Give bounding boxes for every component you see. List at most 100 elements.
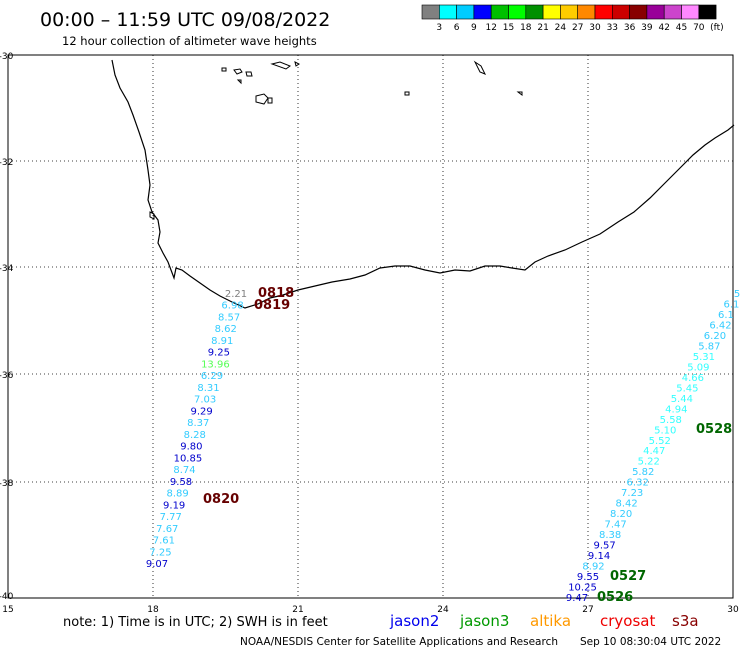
colorbar-swatch [629, 4, 648, 20]
colorbar-swatch [560, 4, 579, 20]
colorbar-swatch [525, 4, 544, 20]
colorbar-label: 33 [607, 23, 618, 33]
lat-label: -36 [0, 371, 14, 381]
colorbar-label: 9 [471, 23, 477, 33]
footnote: note: 1) Time is in UTC; 2) SWH is in fe… [63, 615, 328, 630]
swh-value: 5 [734, 289, 740, 300]
colorbar-swatch [542, 4, 561, 20]
colorbar-label: 70 [693, 23, 705, 33]
swh-value: 6.1 [718, 310, 734, 321]
pass-time-label: 0527 [610, 569, 646, 584]
swh-value: 13.96 [201, 359, 230, 370]
colorbar-swatch [577, 4, 596, 20]
colorbar-label: 3 [436, 23, 442, 33]
swh-value: 9.58 [170, 477, 192, 488]
swh-value: 7.25 [149, 547, 171, 558]
swh-value: 6.20 [704, 331, 726, 342]
colorbar-swatch [438, 4, 457, 20]
lon-label: 21 [292, 605, 303, 615]
swh-value: 8.28 [184, 430, 206, 441]
swh-value: 8.89 [166, 489, 188, 500]
swh-value: 2.21 [225, 289, 247, 300]
swh-value: 5.22 [638, 457, 660, 468]
swh-value: 9.19 [163, 500, 185, 511]
pass-time-label: 0528 [696, 422, 732, 437]
map-frame [7, 54, 734, 599]
satellite-name: s3a [672, 612, 699, 630]
africa-coastline [111, 59, 735, 309]
swh-value: 6.1 [724, 299, 740, 310]
lon-label: 15 [2, 605, 13, 615]
swh-value: 8.92 [582, 562, 604, 573]
colorbar-unit: (ft) [710, 23, 724, 33]
swh-value: 4.66 [682, 373, 704, 384]
swh-value: 8.74 [173, 465, 195, 476]
swh-value: 6.42 [709, 320, 731, 331]
lon-label: 18 [147, 605, 159, 615]
colorbar-swatch [473, 4, 492, 20]
swh-value: 8.38 [599, 530, 621, 541]
island-outlines [149, 60, 523, 220]
timestamp-text: Sep 10 08:30:04 UTC 2022 [580, 636, 721, 648]
satellite-name: jason2 [389, 612, 439, 630]
swh-value: 10.25 [568, 583, 597, 594]
swh-value: 5.10 [654, 425, 676, 436]
colorbar-swatch [594, 4, 613, 20]
swh-value: 10.85 [174, 453, 203, 464]
swh-value: 7.77 [160, 512, 182, 523]
colorbar-label: 6 [454, 23, 460, 33]
colorbar-label: 18 [520, 23, 532, 33]
swh-value: 9.57 [593, 541, 615, 552]
swh-value: 7.61 [153, 536, 175, 547]
pass-time-label: 0818 [258, 286, 294, 301]
swh-value: 5.45 [676, 383, 698, 394]
swh-value: 8.91 [211, 336, 233, 347]
swh-value: 9.29 [191, 406, 213, 417]
pass-time-label: 0819 [254, 298, 290, 313]
colorbar-swatch [508, 4, 527, 20]
colorbar-label: 30 [589, 23, 601, 33]
swh-value: 5.09 [687, 362, 709, 373]
swh-value: 5.31 [693, 352, 715, 363]
swh-value: 6.29 [201, 371, 223, 382]
colorbar-label: 27 [572, 23, 583, 33]
western-pass-track: 2.216.988.578.628.919.2513.966.298.317.0… [146, 289, 247, 570]
swh-value: 8.57 [218, 312, 240, 323]
swh-value: 7.47 [604, 520, 626, 531]
colorbar-swatch [681, 4, 700, 20]
eastern-pass-track: 56.16.16.426.205.875.315.094.665.455.444… [566, 289, 740, 604]
swh-value: 9.55 [577, 572, 599, 583]
swh-value: 7.03 [194, 395, 216, 406]
colorbar-swatch [611, 4, 630, 20]
swh-value: 5.82 [632, 467, 654, 478]
swh-value: 8.20 [610, 509, 632, 520]
colorbar-label: 42 [658, 23, 669, 33]
map-title: 00:00 – 11:59 UTC 09/08/2022 [40, 9, 330, 31]
lon-label: 24 [437, 605, 449, 615]
colorbar-label: 21 [537, 23, 548, 33]
lat-label: -38 [0, 479, 14, 489]
pass-time-label: 0526 [597, 590, 633, 605]
swh-value: 4.94 [665, 404, 687, 415]
lon-label: 27 [582, 605, 593, 615]
swh-value: 8.62 [215, 324, 237, 335]
graticule: -30 -32 -34 -36 -38 -40 15 18 21 24 27 30 [0, 52, 739, 615]
lat-label: -32 [0, 158, 13, 168]
colorbar-label: 39 [641, 23, 653, 33]
swh-value: 9.80 [180, 442, 202, 453]
swh-value: 5.58 [660, 415, 682, 426]
colorbar-swatch [456, 4, 475, 20]
swh-value: 5.44 [671, 394, 693, 405]
swh-value: 9.07 [146, 559, 168, 570]
satellite-name: jason3 [459, 612, 509, 630]
swh-value: 6.98 [221, 301, 243, 312]
lat-label: -34 [0, 264, 14, 274]
colorbar-swatch [490, 4, 509, 20]
colorbar-label: 12 [485, 23, 496, 33]
swh-value: 7.23 [621, 488, 643, 499]
credit-text: NOAA/NESDIS Center for Satellite Applica… [240, 636, 558, 648]
swh-value: 7.67 [156, 524, 178, 535]
swh-value: 8.42 [616, 499, 638, 510]
colorbar-swatch [698, 4, 717, 20]
